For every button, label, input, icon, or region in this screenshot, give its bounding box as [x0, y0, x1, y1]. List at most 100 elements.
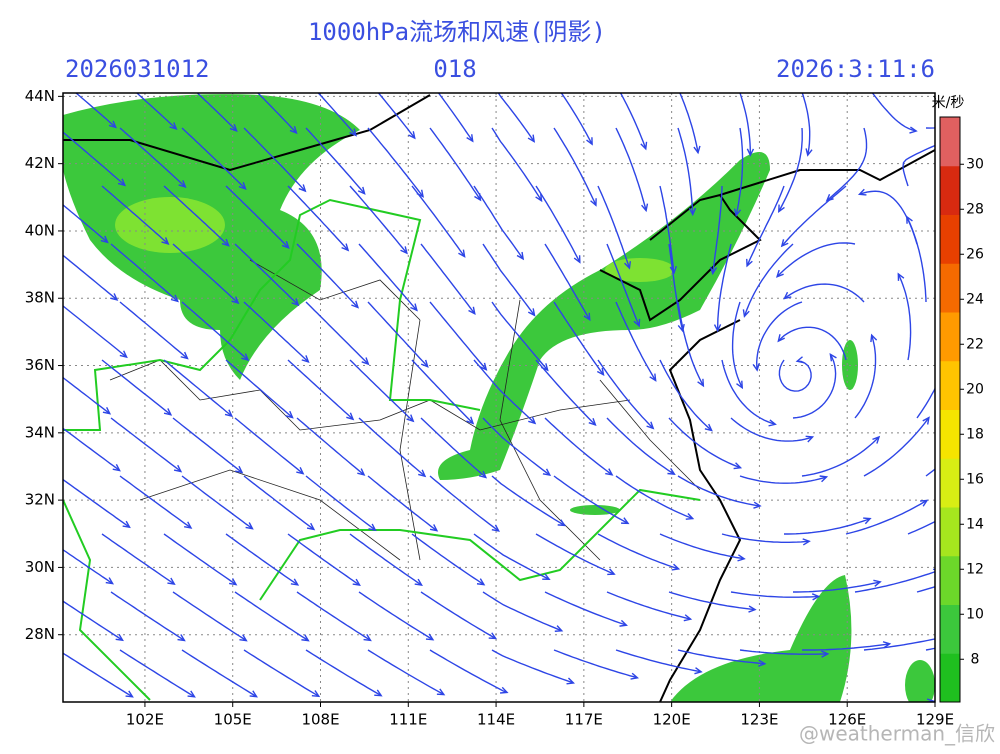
streamline — [784, 517, 871, 535]
arrowhead — [361, 357, 370, 366]
arrowhead — [803, 712, 809, 718]
arrowhead — [436, 688, 446, 696]
streamline — [755, 301, 803, 371]
arrowhead — [590, 198, 597, 207]
streamline — [119, 475, 192, 529]
colorbar-cell — [940, 214, 960, 264]
streamline — [916, 586, 935, 593]
streamline — [437, 93, 474, 142]
arrowhead — [110, 293, 119, 301]
arrowhead — [112, 463, 121, 472]
lat-label: 34N — [25, 423, 55, 441]
streamline — [243, 301, 309, 363]
streamline — [778, 127, 803, 212]
arrowhead — [408, 131, 416, 140]
streamline — [63, 548, 114, 585]
streamline — [746, 185, 785, 267]
lon-label: 126E — [828, 711, 866, 729]
arrowhead — [646, 421, 655, 430]
arrowhead — [641, 203, 649, 213]
streamline — [668, 591, 756, 611]
arrowhead — [414, 578, 423, 587]
arrowhead — [167, 577, 176, 585]
streamline — [553, 649, 638, 679]
streamline — [560, 93, 593, 145]
arrowhead — [753, 501, 762, 509]
arrowhead — [341, 243, 350, 252]
streamline — [668, 417, 741, 469]
streamline — [784, 708, 872, 709]
streamline — [225, 533, 299, 586]
streamline — [63, 478, 130, 528]
colorbar-label: 28 — [966, 201, 984, 217]
arrowhead — [549, 736, 556, 742]
arrowhead — [783, 291, 792, 300]
arrowhead — [688, 207, 697, 217]
arrowhead — [357, 186, 366, 195]
streamline — [863, 417, 930, 477]
streamline — [196, 93, 238, 132]
streamline — [63, 652, 133, 698]
arrowhead — [491, 524, 501, 532]
streamline — [305, 475, 376, 531]
init-time: 2026031012 — [65, 55, 210, 83]
arrowhead — [296, 467, 305, 475]
streamline — [163, 185, 230, 247]
streamline — [101, 359, 172, 416]
streamline — [181, 127, 247, 190]
arrowhead — [100, 235, 109, 244]
arrowhead — [863, 517, 872, 525]
arrowhead — [301, 355, 310, 364]
streamline — [863, 638, 935, 651]
streamline — [826, 127, 868, 202]
streamline — [793, 581, 881, 593]
arrowhead — [483, 743, 490, 748]
streamline — [257, 93, 298, 134]
colorbar-cell — [940, 507, 960, 557]
streamline — [101, 533, 175, 585]
colorbar-label: 24 — [966, 291, 984, 307]
arrowhead — [605, 468, 614, 476]
streamline — [871, 93, 917, 132]
streamline — [110, 591, 185, 642]
streamline — [677, 475, 761, 507]
streamline — [659, 533, 745, 560]
arrowhead — [906, 215, 913, 224]
arrowhead — [184, 521, 193, 529]
colorbar-cell — [940, 653, 960, 703]
streamline — [63, 600, 123, 641]
arrowhead — [178, 180, 187, 189]
streamline — [801, 436, 880, 477]
arrowhead — [713, 324, 722, 333]
streamline — [287, 185, 349, 251]
streamline — [367, 649, 445, 696]
arrowhead — [458, 249, 466, 258]
colorbar-label: 18 — [966, 426, 984, 442]
streamline — [801, 93, 811, 156]
arrowhead — [241, 353, 250, 362]
streamline — [482, 591, 563, 632]
streamline — [63, 305, 128, 358]
streamline — [110, 417, 182, 473]
arrowhead — [573, 255, 581, 264]
streamline — [75, 93, 117, 128]
forecast-hour: 018 — [433, 55, 476, 83]
map-frame — [62, 92, 936, 703]
lat-label: 38N — [25, 289, 55, 307]
streamline — [234, 243, 299, 306]
arrowhead — [535, 193, 543, 203]
streamline — [781, 185, 847, 247]
streamline — [721, 359, 776, 425]
streamline — [296, 243, 359, 308]
streamline — [497, 93, 535, 142]
streamline — [63, 254, 118, 301]
arrowhead — [677, 323, 685, 333]
arrowhead — [811, 593, 821, 601]
arrowhead — [374, 689, 383, 697]
streamline — [358, 591, 434, 641]
streamline — [63, 427, 121, 472]
streamline — [296, 417, 365, 476]
streamline — [349, 533, 422, 586]
streamline — [615, 475, 693, 520]
arrowhead — [161, 237, 170, 245]
